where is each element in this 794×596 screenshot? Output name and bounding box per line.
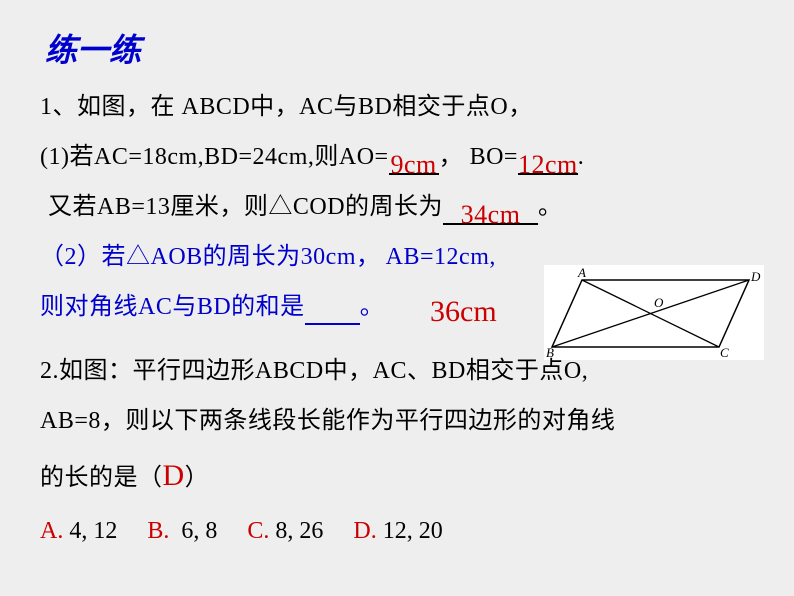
q2-answer: D [163, 459, 185, 492]
label-a: A [577, 265, 586, 280]
q1-p2-end: 。 [360, 294, 385, 320]
label-o: O [654, 295, 664, 310]
q1-p1-mid: ， BO= [439, 144, 518, 170]
practice-title: 练一练 [45, 25, 754, 71]
q2-l3-end: ） [185, 465, 210, 491]
q2-options: A.4, 12 B. 6, 8 C.8, 26 D. 12, 20 [40, 518, 754, 545]
ans-ao: 9cm [390, 150, 436, 179]
q2-line1: 2.如图：平行四边形ABCD中，AC、BD相交于点O, [40, 353, 754, 389]
blank-sum [305, 301, 360, 325]
opt-d-label: D. [353, 518, 376, 544]
q2-line2: AB=8，则以下两条线段长能作为平行四边形的对角线 [40, 403, 754, 439]
q1-p1-end: . [578, 144, 585, 170]
parallelogram-diagram: A D B C O [544, 265, 764, 360]
q1-line3: 又若AB=13厘米，则△COD的周长为34cm。 [48, 189, 754, 225]
q1-line1: 1、如图，在 ABCD中，AC与BD相交于点O， [40, 89, 754, 125]
q1-p1-pre: (1)若AC=18cm,BD=24cm,则AO= [40, 144, 389, 170]
q1-part1-line: (1)若AC=18cm,BD=24cm,则AO=9cm， BO=12cm. [40, 139, 754, 175]
opt-c-label: C. [247, 518, 269, 544]
opt-a-label: A. [40, 518, 63, 544]
opt-d-val: 12, 20 [383, 518, 443, 544]
blank-cod: 34cm [443, 195, 538, 225]
blank-ao: 9cm [389, 145, 439, 175]
label-d: D [750, 269, 761, 284]
ans-cod: 34cm [461, 200, 521, 229]
opt-b-val: 6, 8 [175, 518, 217, 544]
opt-a-val: 4, 12 [69, 518, 117, 544]
q1-p2-pre: 则对角线AC与BD的和是 [40, 294, 305, 320]
q1-l3-end: 。 [538, 194, 563, 220]
ans-bo: 12cm [518, 150, 578, 179]
q1-l3-pre: 又若AB=13厘米，则△COD的周长为 [48, 194, 443, 220]
blank-bo: 12cm [518, 145, 578, 175]
opt-c-val: 8, 26 [275, 518, 323, 544]
opt-b-label: B. [147, 518, 169, 544]
q2-l3-pre: 的长的是（ [40, 465, 163, 491]
q2-line3: 的长的是（D） [40, 453, 754, 498]
ans-sum: 36cm [430, 295, 497, 329]
